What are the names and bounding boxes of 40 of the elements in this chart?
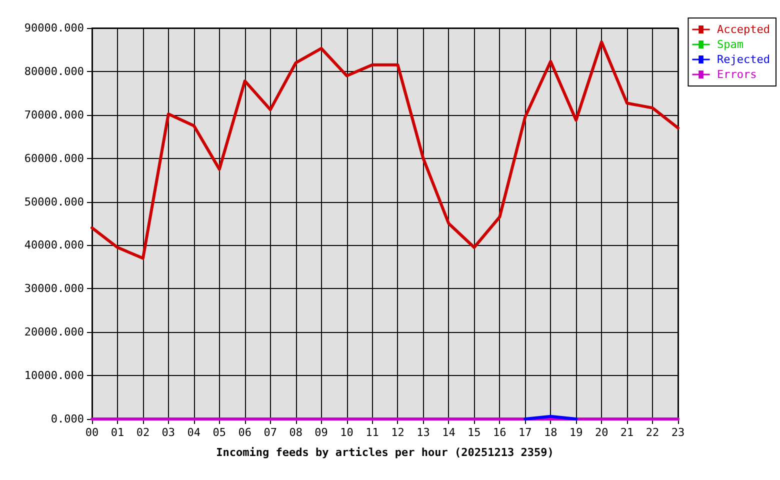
x-axis-title: Incoming feeds by articles per hour (20251213 2359): [216, 446, 554, 459]
x-tick-label: 20: [594, 426, 608, 439]
y-tick-label: 60000.000: [24, 152, 84, 165]
x-tick-label: 12: [391, 426, 404, 439]
x-tick-label: 08: [289, 426, 302, 439]
x-tick-label: 15: [468, 426, 481, 439]
y-tick-label: 10000.000: [24, 369, 84, 382]
y-tick-label: 50000.000: [24, 195, 84, 208]
legend-label: Errors: [717, 68, 757, 81]
x-tick-label: 17: [518, 426, 532, 439]
y-tick-label: 20000.000: [24, 326, 84, 339]
x-tick-label: 01: [110, 426, 124, 439]
x-tick-label: 05: [212, 426, 226, 439]
y-tick-label: 80000.000: [24, 64, 84, 78]
legend-label: Accepted: [717, 23, 770, 36]
x-tick-label: 04: [187, 426, 201, 439]
x-tick-label: 13: [416, 426, 430, 439]
x-tick-label: 03: [162, 426, 176, 439]
legend-label: Rejected: [717, 53, 770, 66]
x-tick-label: 16: [493, 426, 506, 439]
x-tick-label: 06: [238, 426, 252, 439]
x-tick-label: 22: [646, 426, 660, 439]
y-tick-label: 0.000: [50, 412, 84, 426]
x-tick-label: 19: [569, 426, 583, 439]
x-tick-label: 21: [620, 426, 634, 439]
legend-label: Spam: [717, 38, 744, 51]
line-series: [90, 40, 680, 260]
x-tick-label: 10: [340, 426, 354, 439]
x-tick-label: 09: [314, 426, 328, 439]
x-tick-label: 02: [136, 426, 150, 439]
x-tick-label: 23: [671, 426, 685, 439]
x-tick-label: 00: [85, 426, 99, 439]
y-tick-label: 90000.000: [24, 22, 84, 34]
x-tick-label: 18: [544, 426, 558, 439]
x-tick-label: 11: [366, 426, 379, 439]
y-tick-label: 70000.000: [24, 108, 84, 122]
x-tick-label: 07: [264, 426, 277, 439]
y-tick-label: 30000.000: [24, 282, 84, 296]
x-tick-label: 14: [442, 426, 456, 439]
y-tick-label: 40000.000: [24, 238, 84, 252]
